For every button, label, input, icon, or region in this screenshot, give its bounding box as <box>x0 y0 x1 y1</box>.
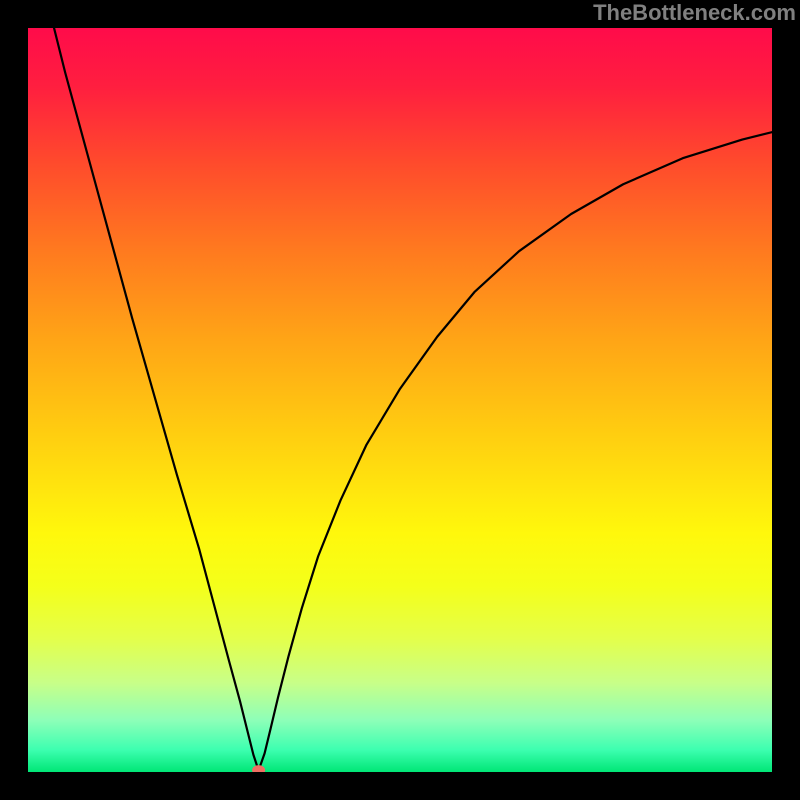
watermark-text: TheBottleneck.com <box>593 0 796 26</box>
chart-frame: TheBottleneck.com <box>0 0 800 800</box>
gradient-background <box>28 28 772 772</box>
plot-area <box>28 28 772 772</box>
plot-svg <box>28 28 772 772</box>
